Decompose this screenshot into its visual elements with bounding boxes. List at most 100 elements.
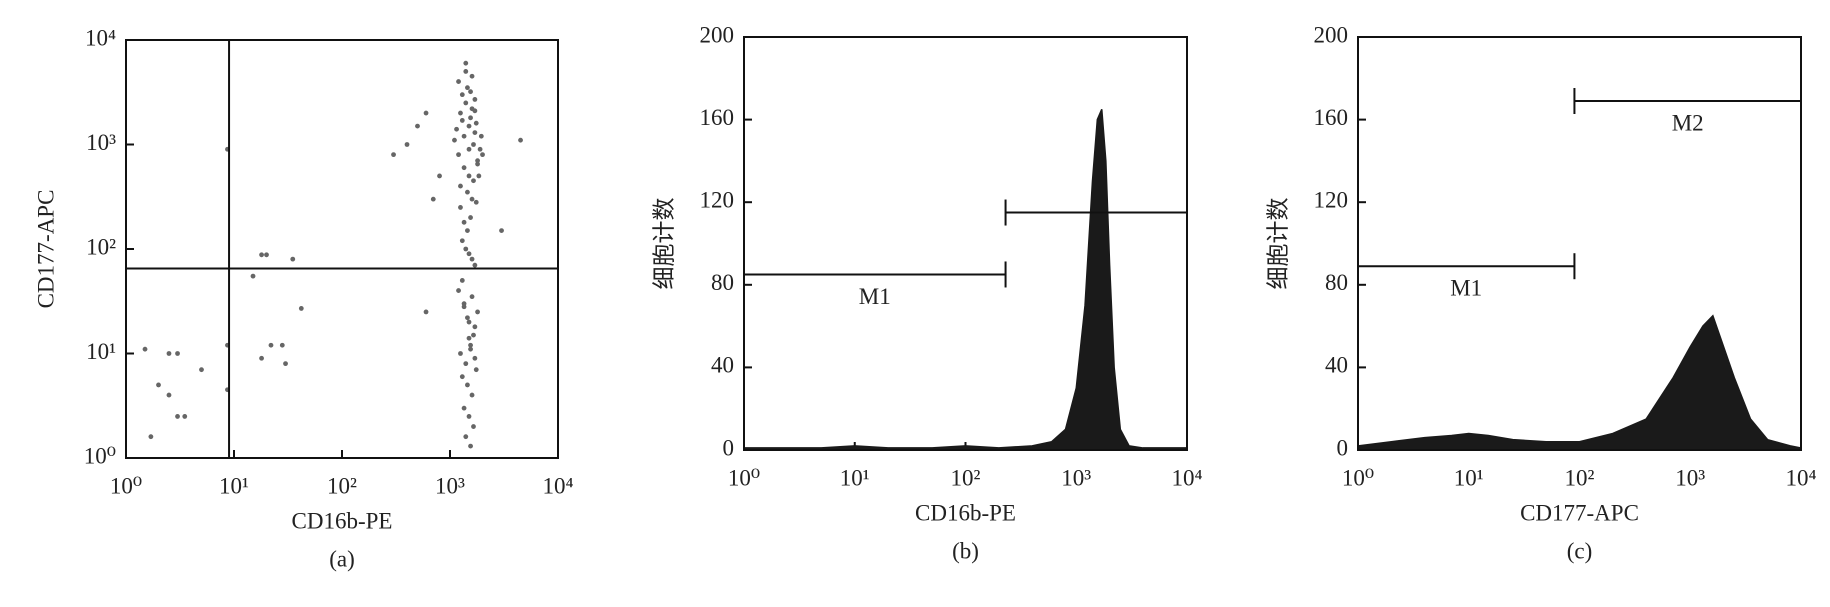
y-tick-label: 10⁴ <box>85 25 116 50</box>
point <box>250 273 256 279</box>
point <box>459 374 465 380</box>
point <box>469 392 475 398</box>
point <box>156 382 161 388</box>
point <box>454 126 459 132</box>
x-tick-label: 10¹ <box>840 465 870 490</box>
point <box>264 252 269 258</box>
point <box>166 392 172 398</box>
x-tick-label: 10⁰ <box>1342 465 1374 490</box>
point <box>469 294 475 300</box>
point <box>456 152 461 158</box>
point <box>458 351 463 356</box>
point <box>259 355 264 361</box>
y-tick-label: 10² <box>86 234 116 259</box>
point <box>423 110 429 116</box>
point <box>466 335 472 341</box>
x-axis-label: CD177-APC <box>1520 500 1639 525</box>
point <box>461 219 467 225</box>
x-tick-label: 10² <box>1565 465 1595 490</box>
point <box>475 158 480 164</box>
x-tick-label: 10⁴ <box>1171 465 1202 490</box>
point <box>472 262 478 268</box>
point <box>469 256 475 262</box>
histogram-area <box>743 108 1188 451</box>
point <box>471 424 476 429</box>
point <box>475 161 480 167</box>
x-tick-label: 10³ <box>435 473 465 498</box>
point <box>473 199 479 205</box>
point <box>466 123 472 129</box>
x-tick-label: 10² <box>327 473 357 498</box>
plot-frame <box>743 36 1188 451</box>
point <box>471 332 476 338</box>
marker-label: M1 <box>859 284 891 309</box>
point <box>466 146 472 152</box>
x-axis-label: CD16b-PE <box>915 500 1016 525</box>
y-tick-label: 10⁰ <box>84 443 116 468</box>
x-tick-label: 10⁰ <box>110 473 142 498</box>
point <box>456 79 461 84</box>
point <box>199 367 204 373</box>
point <box>283 361 288 367</box>
point <box>476 173 482 179</box>
x-tick-label: 10¹ <box>219 473 249 498</box>
plot-frame <box>1357 36 1802 451</box>
plot-frame <box>125 39 559 459</box>
point <box>452 137 457 143</box>
point <box>175 351 180 356</box>
y-tick-label: 200 <box>700 22 735 47</box>
point <box>518 137 523 143</box>
point <box>459 92 465 98</box>
point <box>463 246 469 252</box>
point <box>468 215 473 220</box>
point <box>468 443 473 449</box>
point <box>465 315 470 321</box>
x-tick-label: 10³ <box>1675 465 1705 490</box>
point <box>472 130 478 135</box>
point <box>458 110 463 116</box>
x-tick-label: 10⁴ <box>542 473 573 498</box>
y-axis-label: 细胞计数 <box>651 198 676 290</box>
point <box>461 405 467 411</box>
point <box>415 123 420 129</box>
caption: (c) <box>1567 538 1593 563</box>
y-tick-label: 120 <box>1314 187 1349 212</box>
point <box>461 133 467 139</box>
point <box>290 256 296 262</box>
point <box>166 351 172 356</box>
point <box>472 108 478 114</box>
point <box>469 196 475 202</box>
point <box>463 60 469 66</box>
y-tick-label: 40 <box>711 353 734 378</box>
point <box>458 183 463 189</box>
point <box>182 414 188 419</box>
point <box>465 189 470 195</box>
point <box>404 142 410 147</box>
point <box>437 173 442 179</box>
point <box>466 251 472 257</box>
point <box>463 361 469 367</box>
point <box>499 228 504 233</box>
x-tick-label: 10¹ <box>1454 465 1484 490</box>
point <box>480 152 485 158</box>
point <box>471 142 476 147</box>
y-tick-label: 40 <box>1325 353 1348 378</box>
point <box>463 100 469 106</box>
point <box>148 434 154 440</box>
point <box>466 173 472 179</box>
y-tick-label: 0 <box>723 435 735 460</box>
point <box>477 146 483 152</box>
point <box>468 89 473 95</box>
point <box>465 85 470 91</box>
x-tick-label: 10³ <box>1061 465 1091 490</box>
point <box>268 342 274 348</box>
x-axis-label: CD16b-PE <box>292 508 393 533</box>
point <box>472 355 478 361</box>
point <box>472 97 478 102</box>
x-tick-label: 10⁰ <box>728 465 760 490</box>
x-tick-label: 10⁴ <box>1785 465 1816 490</box>
point <box>459 118 465 123</box>
caption: (b) <box>952 538 979 563</box>
y-tick-label: 80 <box>1325 270 1348 295</box>
